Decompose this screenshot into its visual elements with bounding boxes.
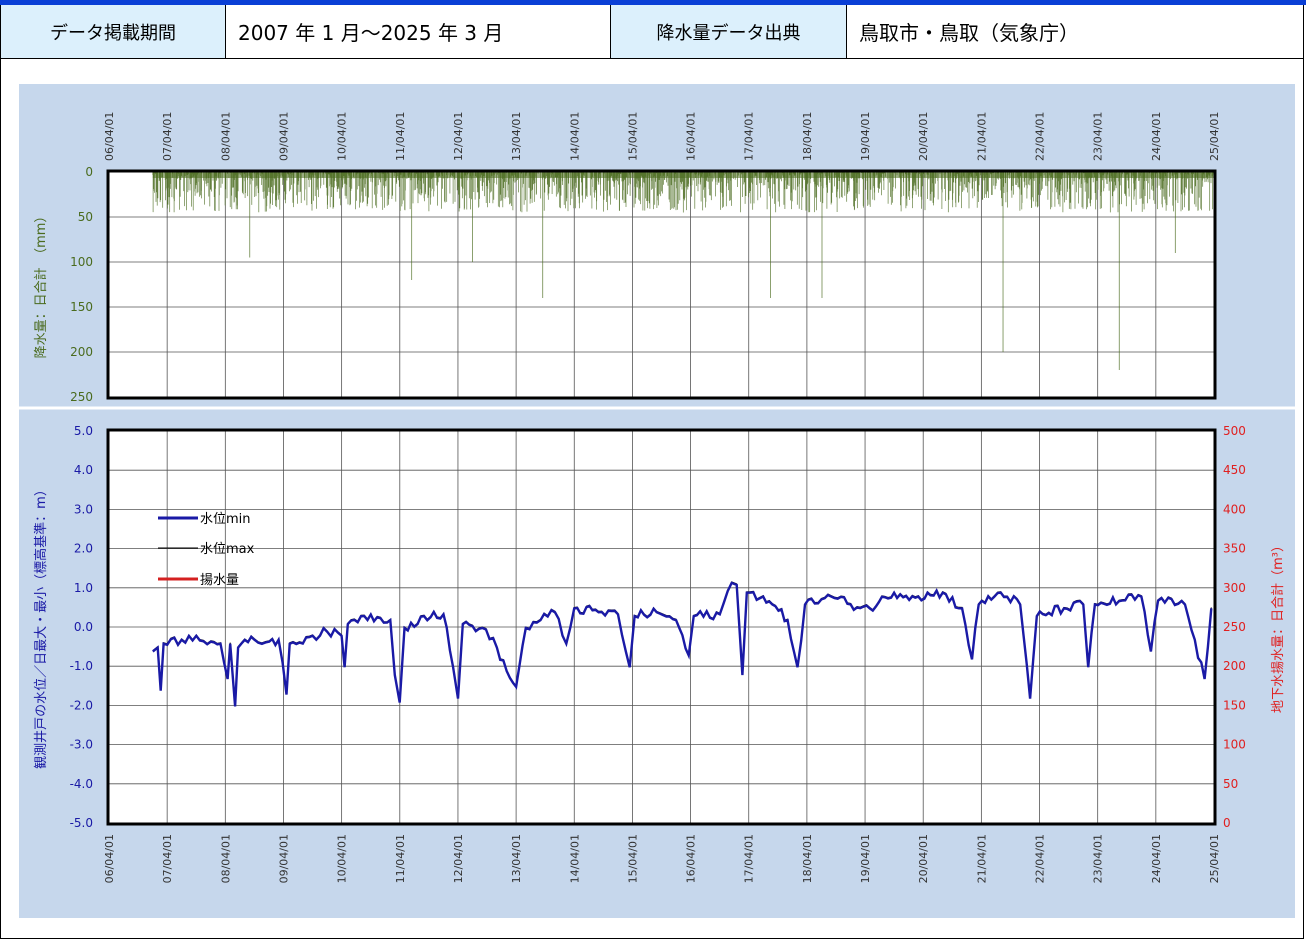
legend: 水位min 水位max 揚水量	[158, 512, 255, 588]
x-tick-label: 13/04/01	[510, 112, 523, 161]
x-tick-label: 16/04/01	[685, 112, 698, 161]
pumping-y-tick: 500	[1223, 424, 1246, 438]
level-x-tick-labels: 06/04/01 07/04/01 08/04/01 09/04/01 10/04/01…	[103, 834, 1221, 883]
x-tick-label: 15/04/01	[626, 112, 639, 161]
rain-plot-area	[109, 172, 1214, 397]
level-y-tick: 0.0	[74, 620, 93, 634]
pumping-y-tick: 200	[1223, 659, 1246, 673]
x-tick-label: 21/04/01	[975, 112, 988, 161]
rain-gridlines	[109, 172, 1214, 397]
x-tick-label: 20/04/01	[917, 112, 930, 161]
x-tick-label: 08/04/01	[219, 834, 232, 883]
x-tick-label: 12/04/01	[452, 834, 465, 883]
x-tick-label: 08/04/01	[219, 112, 232, 161]
x-tick-label: 11/04/01	[394, 112, 407, 161]
x-tick-label: 20/04/01	[917, 834, 930, 883]
x-tick-label: 21/04/01	[975, 834, 988, 883]
x-tick-label: 07/04/01	[161, 112, 174, 161]
x-tick-label: 19/04/01	[859, 834, 872, 883]
x-tick-label: 16/04/01	[685, 834, 698, 883]
x-tick-label: 15/04/01	[626, 834, 639, 883]
pumping-y-tick: 450	[1223, 463, 1246, 477]
pumping-y-tick: 150	[1223, 698, 1246, 712]
pumping-y-tick: 50	[1223, 777, 1238, 791]
level-y-tick: -4.0	[70, 777, 93, 791]
x-tick-label: 12/04/01	[452, 112, 465, 161]
level-y-tick: -2.0	[70, 698, 93, 712]
x-tick-label: 07/04/01	[161, 834, 174, 883]
level-y-tick: 5.0	[74, 424, 93, 438]
legend-label: 揚水量	[200, 572, 239, 588]
x-tick-label: 10/04/01	[336, 112, 349, 161]
x-tick-label: 09/04/01	[277, 834, 290, 883]
level-y-tick-labels: 5.0 4.0 3.0 2.0 1.0 0.0 -1.0 -2.0 -3.0 -4.0 -5.0	[70, 424, 93, 830]
pumping-y-tick: 250	[1223, 620, 1246, 634]
pumping-y-tick: 350	[1223, 542, 1246, 556]
info-header-table: データ掲載期間 2007 年 1 月～2025 年 3 月 降水量データ出典 鳥…	[0, 5, 1304, 59]
x-tick-label: 23/04/01	[1092, 112, 1105, 161]
period-label: データ掲載期間	[1, 5, 226, 58]
pumping-y-tick: 100	[1223, 738, 1246, 752]
x-tick-label: 18/04/01	[801, 112, 814, 161]
level-plot-border	[106, 428, 1217, 826]
source-value: 鳥取市・鳥取（気象庁）	[847, 5, 1303, 58]
level-lines	[152, 581, 1213, 707]
pumping-y-tick: 300	[1223, 581, 1246, 595]
x-tick-label: 06/04/01	[103, 834, 116, 883]
x-tick-label: 14/04/01	[568, 834, 581, 883]
rain-y-tick-labels: 0 50 100 150 200 250	[70, 165, 93, 404]
rain-x-tick-labels: 06/04/01 07/04/01 08/04/01 09/04/01 10/04/01…	[103, 112, 1221, 161]
x-tick-label: 25/04/01	[1208, 834, 1221, 883]
level-y-tick: 2.0	[74, 542, 93, 556]
x-tick-label: 18/04/01	[801, 834, 814, 883]
level-y-tick: 4.0	[74, 463, 93, 477]
level-y-tick: 1.0	[74, 581, 93, 595]
x-tick-label: 24/04/01	[1150, 834, 1163, 883]
x-tick-label: 24/04/01	[1150, 112, 1163, 161]
level-y-tick: 3.0	[74, 502, 93, 516]
rain-y-tick: 250	[70, 390, 93, 404]
rain-y-tick: 150	[70, 300, 93, 314]
legend-label: 水位max	[200, 542, 255, 557]
level-y-tick: -1.0	[70, 659, 93, 673]
rain-y-tick: 50	[78, 210, 93, 224]
level-y-axis-label: 観測井戸の水位／日最大・最小（標高基準：m）	[33, 483, 49, 769]
x-tick-label: 22/04/01	[1034, 834, 1047, 883]
pumping-y-tick: 0	[1223, 816, 1231, 830]
x-tick-label: 23/04/01	[1092, 834, 1105, 883]
chart-frame: 0 50 100 150 200 250 5.0 4.0 3.0 2.0 1.0 0.0 -1.0 -2…	[0, 59, 1304, 939]
rain-y-tick: 0	[85, 165, 93, 179]
top-accent-bar	[0, 0, 1306, 5]
x-tick-label: 25/04/01	[1208, 112, 1221, 161]
legend-label: 水位min	[200, 512, 251, 527]
rain-y-axis-label: 降水量：日合計 （mm）	[33, 210, 49, 359]
x-tick-label: 14/04/01	[568, 112, 581, 161]
x-tick-label: 19/04/01	[859, 112, 872, 161]
x-tick-label: 06/04/01	[103, 112, 116, 161]
x-tick-label: 17/04/01	[743, 834, 756, 883]
x-tick-label: 13/04/01	[510, 834, 523, 883]
pumping-y-tick: 400	[1223, 502, 1246, 516]
pumping-y-axis-label: 地下水揚水量：日合計（m³）	[1270, 539, 1286, 713]
rain-plot-border	[106, 169, 1217, 400]
rain-bars	[152, 172, 1214, 370]
x-tick-label: 09/04/01	[277, 112, 290, 161]
x-tick-label: 17/04/01	[743, 112, 756, 161]
x-tick-label: 22/04/01	[1034, 112, 1047, 161]
rain-y-tick: 100	[70, 255, 93, 269]
level-gridlines	[109, 431, 1214, 823]
source-label: 降水量データ出典	[611, 5, 847, 58]
rain-fringe	[152, 172, 1214, 178]
x-tick-label: 11/04/01	[394, 834, 407, 883]
chart-svg: 0 50 100 150 200 250 5.0 4.0 3.0 2.0 1.0 0.0 -1.0 -2…	[19, 84, 1295, 918]
level-min-line	[152, 581, 1213, 707]
level-y-tick: -5.0	[70, 816, 93, 830]
x-tick-label: 10/04/01	[336, 834, 349, 883]
level-y-tick: -3.0	[70, 738, 93, 752]
period-value: 2007 年 1 月～2025 年 3 月	[226, 5, 611, 58]
rain-y-tick: 200	[70, 345, 93, 359]
